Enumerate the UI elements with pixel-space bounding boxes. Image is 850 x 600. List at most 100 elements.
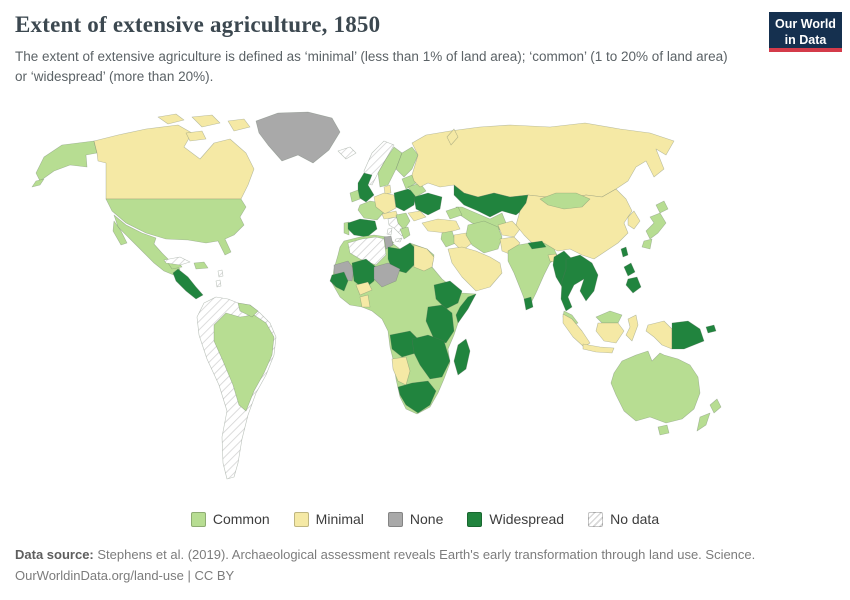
- region-russia[interactable]: Russia: [446, 128, 459, 146]
- region-korea[interactable]: Korea: [627, 210, 641, 230]
- legend-item-common[interactable]: Common: [190, 511, 270, 527]
- region-canada[interactable]: Canada: [93, 124, 255, 200]
- region-alaska[interactable]: Alaska (United States): [31, 178, 45, 188]
- region-turkey[interactable]: Turkey: [421, 218, 461, 234]
- region-ghana[interactable]: Ghana: [359, 294, 371, 308]
- region-java[interactable]: Java (Indonesia): [582, 343, 615, 354]
- region-madagascar[interactable]: Madagascar: [453, 338, 471, 376]
- region-canadian-arctic[interactable]: Canadian Arctic Islands: [191, 114, 221, 128]
- region-india[interactable]: India: [507, 242, 559, 310]
- region-new-zealand[interactable]: New Zealand: [709, 398, 722, 414]
- region-philippines[interactable]: Philippines: [623, 262, 636, 277]
- region-sulawesi[interactable]: Sulawesi (Indonesia): [625, 314, 639, 342]
- region-arabia[interactable]: Arabian Peninsula: [447, 246, 503, 292]
- legend-swatch-widespread: [467, 511, 483, 527]
- region-namibia[interactable]: Namibia: [391, 356, 411, 386]
- region-sri-lanka[interactable]: Sri Lanka: [523, 296, 534, 311]
- region-canadian-arctic[interactable]: Canadian Arctic Islands: [185, 130, 207, 142]
- legend-item-minimal[interactable]: Minimal: [293, 511, 364, 527]
- region-papua-new-guinea[interactable]: Papua New Guinea: [705, 324, 717, 334]
- region-china[interactable]: China: [515, 188, 633, 260]
- region-ukraine[interactable]: Ukraine: [413, 192, 443, 216]
- region-hispaniola[interactable]: Hispaniola: [193, 261, 209, 270]
- legend-item-widespread[interactable]: Widespread: [467, 511, 564, 527]
- data-source-label: Data source:: [15, 547, 94, 562]
- page-title: Extent of extensive agriculture, 1850: [15, 12, 381, 37]
- region-spain[interactable]: Spain: [347, 218, 378, 238]
- data-source-line: Data source: Stephens et al. (2019). Arc…: [15, 544, 835, 565]
- region-united-states[interactable]: United States: [105, 198, 247, 256]
- region-zambezi[interactable]: Zambia, Zimbabwe & Mozambique: [411, 334, 451, 380]
- region-canadian-arctic[interactable]: Canadian Arctic Islands: [227, 118, 251, 132]
- region-mongolia[interactable]: Mongolia: [539, 192, 591, 210]
- region-romania[interactable]: Romania: [407, 210, 427, 222]
- region-mexico[interactable]: Mexico: [112, 220, 128, 246]
- region-australia[interactable]: Australia: [610, 350, 701, 424]
- region-finland[interactable]: Finland: [395, 146, 419, 178]
- region-mexico[interactable]: Mexico: [113, 214, 181, 277]
- footer: Data source: Stephens et al. (2019). Arc…: [15, 544, 835, 587]
- region-burkina-faso[interactable]: Burkina Faso: [355, 281, 373, 296]
- legend-swatch-minimal: [293, 511, 309, 527]
- region-lesser-antilles[interactable]: Lesser Antilles: [215, 279, 222, 288]
- region-caucasus[interactable]: Caucasus: [445, 206, 463, 220]
- region-portugal[interactable]: Portugal: [343, 221, 350, 236]
- region-west-papua[interactable]: Western New Guinea (Indonesia): [645, 320, 673, 350]
- region-japan[interactable]: Japan: [645, 212, 667, 240]
- region-brazil[interactable]: Brazil: [213, 312, 275, 412]
- region-indonesian-borneo[interactable]: Kalimantan (Indonesia): [595, 322, 625, 344]
- data-source-text: Stephens et al. (2019). Archaeological a…: [93, 547, 756, 562]
- region-taiwan[interactable]: Taiwan: [620, 246, 629, 258]
- region-niger[interactable]: Niger: [373, 262, 401, 288]
- region-greece[interactable]: Greece: [399, 226, 411, 240]
- region-papua-new-guinea[interactable]: Papua New Guinea: [671, 320, 705, 350]
- region-nepal[interactable]: Nepal: [527, 240, 547, 250]
- region-new-zealand[interactable]: New Zealand: [696, 412, 711, 432]
- region-alaska[interactable]: Alaska (United States): [35, 140, 98, 182]
- owid-logo[interactable]: Our World in Data: [769, 12, 842, 52]
- region-balkans[interactable]: Western Balkans: [395, 212, 411, 231]
- region-ethiopia[interactable]: Ethiopia: [433, 280, 463, 310]
- region-sumatra[interactable]: Sumatra (Indonesia): [562, 313, 591, 348]
- region-belarus[interactable]: Belarus: [407, 182, 427, 198]
- region-iran[interactable]: Iran: [465, 220, 503, 254]
- region-poland-czechia[interactable]: Poland & Czechia: [393, 188, 417, 212]
- chart-subtitle: The extent of extensive agriculture is d…: [15, 49, 728, 85]
- region-guyanas[interactable]: Guyanas: [237, 302, 259, 318]
- region-greenland[interactable]: Greenland: [255, 111, 341, 164]
- legend-swatch-common: [190, 511, 206, 527]
- region-somalia[interactable]: Somalia: [455, 293, 477, 324]
- region-east-africa[interactable]: Uganda, Kenya & Tanzania: [425, 304, 455, 344]
- region-philippines[interactable]: Philippines: [625, 276, 642, 294]
- region-canadian-arctic[interactable]: Canadian Arctic Islands: [157, 113, 185, 125]
- region-levant[interactable]: Levant: [440, 230, 457, 248]
- region-cuba[interactable]: Cuba: [163, 256, 191, 266]
- region-south-africa[interactable]: South Africa: [397, 380, 437, 414]
- region-italy[interactable]: Italy: [386, 227, 393, 236]
- region-germany[interactable]: Germany & Benelux: [373, 192, 397, 215]
- region-tasmania[interactable]: Tasmania: [657, 424, 670, 436]
- region-italy[interactable]: Italy: [394, 237, 403, 243]
- region-tunisia[interactable]: Tunisia: [383, 235, 394, 250]
- region-afghanistan[interactable]: Afghanistan: [497, 220, 521, 238]
- region-japan[interactable]: Japan: [641, 238, 653, 250]
- region-denmark[interactable]: Denmark: [383, 184, 392, 195]
- region-iceland[interactable]: Iceland: [337, 146, 357, 160]
- license-line[interactable]: OurWorldinData.org/land-use | CC BY: [15, 568, 235, 584]
- region-egypt[interactable]: Egypt: [413, 244, 435, 272]
- region-japan[interactable]: Japan: [655, 200, 669, 214]
- legend-item-no-data[interactable]: No data: [588, 511, 659, 527]
- region-malaysian-borneo[interactable]: Malaysian Borneo: [595, 310, 623, 324]
- region-ireland[interactable]: Ireland: [349, 189, 361, 203]
- world-choropleth-map: Alaska (United States) Alaska (United St…: [10, 110, 840, 504]
- legend-swatch-none: [387, 511, 403, 527]
- region-mali[interactable]: Mali: [351, 258, 377, 290]
- region-algeria[interactable]: Algeria: [347, 236, 387, 266]
- region-indochina[interactable]: Thailand, Laos, Cambodia & Vietnam: [560, 254, 599, 312]
- legend-label-minimal: Minimal: [315, 511, 364, 527]
- legend-item-none[interactable]: None: [387, 511, 443, 527]
- region-senegal-guinea[interactable]: Senegal & Guinea: [329, 271, 349, 292]
- region-central-america[interactable]: Central America: [172, 268, 204, 300]
- legend-swatch-no-data: [588, 511, 604, 527]
- region-lesser-antilles[interactable]: Lesser Antilles: [217, 269, 224, 278]
